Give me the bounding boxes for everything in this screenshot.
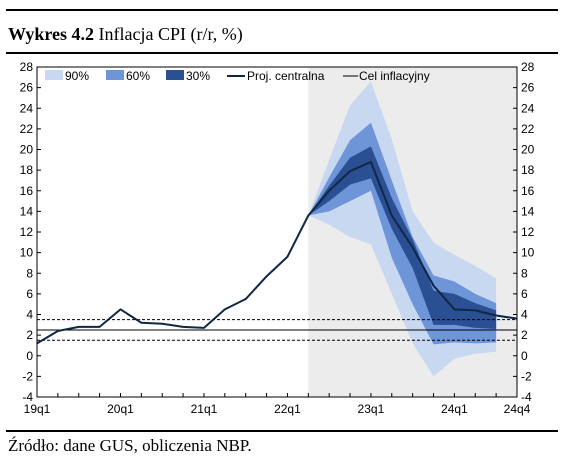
y-tick-label-right: -4: [521, 390, 532, 404]
central-projection-point: [161, 323, 163, 325]
y-tick-label-left: 6: [26, 287, 33, 301]
central-projection-point: [432, 285, 435, 287]
chart-title-label: Wykres 4.2: [8, 24, 95, 44]
y-tick-label-left: 18: [20, 163, 34, 177]
central-projection-point: [412, 246, 414, 249]
y-tick-label-right: 28: [521, 60, 535, 74]
central-projection-point: [182, 326, 184, 328]
central-projection-point: [453, 308, 455, 310]
y-tick-label-left: 2: [26, 328, 33, 342]
bottom-rule: [6, 430, 558, 432]
central-projection-line: [36, 160, 518, 345]
y-tick-label-left: 8: [26, 266, 33, 280]
y-tick-label-right: 20: [521, 143, 535, 157]
y-tick-label-left: 28: [20, 60, 34, 74]
y-tick-label-right: 16: [521, 184, 535, 198]
legend-label: 30%: [186, 69, 210, 83]
y-tick-label-left: 12: [20, 225, 34, 239]
central-projection-point: [391, 214, 393, 217]
y-tick-label-left: 26: [20, 81, 34, 95]
central-projection-point: [99, 326, 101, 328]
y-tick-label-right: 12: [521, 225, 535, 239]
x-tick-label: 23q1: [358, 402, 385, 416]
y-tick-label-right: 18: [521, 163, 535, 177]
central-projection-point: [78, 326, 80, 328]
central-projection-point: [474, 309, 476, 311]
central-projection-point: [307, 214, 309, 217]
x-tick-label: 19q1: [24, 402, 51, 416]
y-tick-label-right: 6: [521, 287, 528, 301]
y-tick-label-right: 2: [521, 328, 528, 342]
x-tick-label: 24q4: [504, 402, 531, 416]
central-projection-point: [203, 327, 205, 329]
central-projection-point: [265, 275, 268, 277]
legend-swatch: [166, 70, 184, 80]
y-tick-label-left: -2: [22, 369, 33, 383]
y-tick-label-right: 4: [521, 308, 528, 322]
y-tick-label-right: 8: [521, 266, 528, 280]
y-tick-label-left: 10: [20, 246, 34, 260]
legend-label: 60%: [126, 69, 150, 83]
central-projection-point: [224, 308, 226, 310]
title-rule: [6, 52, 558, 54]
y-tick-label-left: 0: [26, 349, 33, 363]
x-tick-label: 20q1: [107, 402, 134, 416]
y-tick-label-left: 14: [20, 204, 34, 218]
chart-title: Wykres 4.2 Inflacja CPI (r/r, %): [8, 24, 243, 45]
central-projection-point: [286, 256, 289, 258]
legend-swatch: [106, 70, 124, 80]
x-tick-label: 21q1: [191, 402, 218, 416]
fan-band-30: [308, 146, 497, 329]
y-tick-label-left: 20: [20, 143, 34, 157]
y-tick-label-right: 0: [521, 349, 528, 363]
legend-label: 90%: [65, 69, 89, 83]
y-tick-label-right: 22: [521, 122, 535, 136]
central-projection-point: [140, 322, 142, 324]
chart-title-text: Inflacja CPI (r/r, %): [98, 24, 243, 44]
central-projection-point: [349, 170, 351, 172]
y-tick-label-right: 14: [521, 204, 535, 218]
central-projection-point: [370, 161, 372, 163]
y-tick-label-right: 26: [521, 81, 535, 95]
y-tick-label-right: 10: [521, 246, 535, 260]
source-note: Źródło: dane GUS, obliczenia NBP.: [8, 436, 252, 455]
x-tick-label: 24q1: [441, 402, 468, 416]
y-tick-label-left: 24: [20, 101, 34, 115]
central-projection-point: [495, 314, 497, 317]
y-tick-label-left: 16: [20, 184, 34, 198]
y-tick-label-left: 4: [26, 308, 33, 322]
y-tick-label-right: 24: [521, 101, 535, 115]
y-tick-label-right: -2: [521, 369, 532, 383]
top-rule: [6, 9, 558, 11]
x-tick-label: 22q1: [274, 402, 301, 416]
legend-swatch: [45, 70, 63, 80]
central-projection-point: [57, 330, 59, 332]
y-tick-label-left: 22: [20, 122, 34, 136]
central-projection-point: [328, 190, 330, 192]
y-tick-label-left: -4: [22, 390, 33, 404]
legend-label: Proj. centralna: [247, 69, 325, 83]
central-projection-point: [119, 308, 122, 310]
legend-label: Cel inflacyjny: [359, 69, 430, 83]
central-projection-point: [245, 298, 247, 300]
